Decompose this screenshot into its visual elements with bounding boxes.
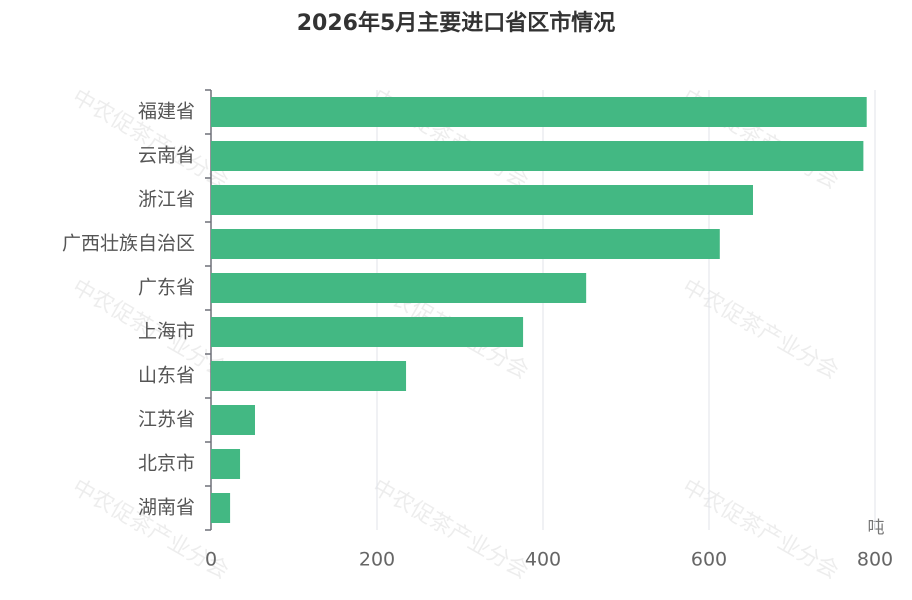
bar — [211, 273, 587, 303]
y-tick-label: 北京市 — [138, 453, 195, 475]
bar — [211, 405, 255, 435]
bar — [211, 141, 864, 171]
x-tick-label: 600 — [691, 549, 727, 571]
bar — [211, 449, 241, 479]
x-axis-label: 吨 — [868, 518, 885, 538]
x-tick-label: 800 — [857, 549, 893, 571]
y-tick-label: 福建省 — [138, 101, 195, 123]
bar — [211, 97, 867, 127]
chart-title: 2026年5月主要进口省区市情况 — [297, 10, 616, 36]
y-tick-label: 上海市 — [138, 321, 195, 343]
y-tick-label: 广西壮族自治区 — [62, 233, 195, 255]
y-tick-label: 江苏省 — [138, 409, 195, 431]
bar — [211, 493, 231, 523]
y-tick-label: 云南省 — [138, 145, 195, 167]
x-tick-label: 0 — [205, 549, 217, 571]
y-tick-label: 山东省 — [138, 365, 195, 387]
y-tick-label: 湖南省 — [138, 497, 195, 519]
y-tick-label: 浙江省 — [138, 189, 195, 211]
bar — [211, 185, 753, 215]
bar — [211, 361, 407, 391]
bar — [211, 229, 720, 259]
y-tick-label: 广东省 — [138, 277, 195, 299]
bar — [211, 317, 524, 347]
x-tick-label: 400 — [525, 549, 561, 571]
watermark: 中农促茶产业分会 — [678, 275, 843, 385]
x-tick-label: 200 — [359, 549, 395, 571]
